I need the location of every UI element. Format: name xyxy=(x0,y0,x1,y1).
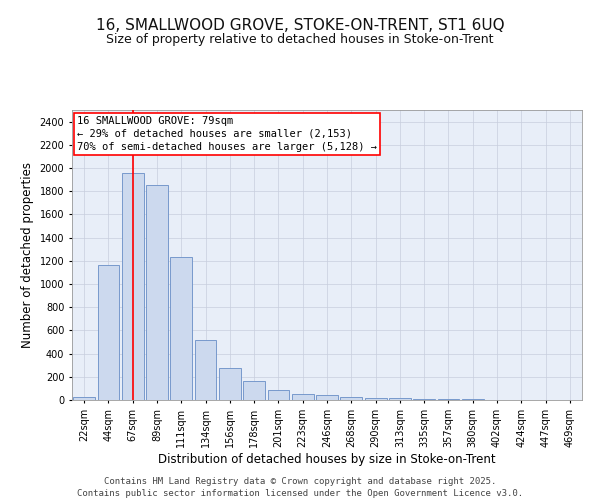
Bar xyxy=(122,172,143,400)
Bar xyxy=(97,266,119,400)
X-axis label: Distribution of detached houses by size in Stoke-on-Trent: Distribution of detached houses by size … xyxy=(158,452,496,466)
Text: Contains HM Land Registry data © Crown copyright and database right 2025.
Contai: Contains HM Land Registry data © Crown c… xyxy=(77,476,523,498)
Bar xyxy=(389,398,411,400)
Bar xyxy=(146,186,168,400)
Bar xyxy=(365,398,386,400)
Bar xyxy=(316,395,338,400)
Bar xyxy=(437,399,460,400)
Bar xyxy=(73,396,95,400)
Y-axis label: Number of detached properties: Number of detached properties xyxy=(21,162,34,348)
Text: 16 SMALLWOOD GROVE: 79sqm
← 29% of detached houses are smaller (2,153)
70% of se: 16 SMALLWOOD GROVE: 79sqm ← 29% of detac… xyxy=(77,116,377,152)
Bar xyxy=(194,340,217,400)
Bar xyxy=(340,397,362,400)
Text: 16, SMALLWOOD GROVE, STOKE-ON-TRENT, ST1 6UQ: 16, SMALLWOOD GROVE, STOKE-ON-TRENT, ST1… xyxy=(95,18,505,32)
Bar xyxy=(243,382,265,400)
Bar xyxy=(170,258,192,400)
Bar xyxy=(292,394,314,400)
Bar xyxy=(413,399,435,400)
Bar xyxy=(219,368,241,400)
Text: Size of property relative to detached houses in Stoke-on-Trent: Size of property relative to detached ho… xyxy=(106,32,494,46)
Bar xyxy=(268,390,289,400)
